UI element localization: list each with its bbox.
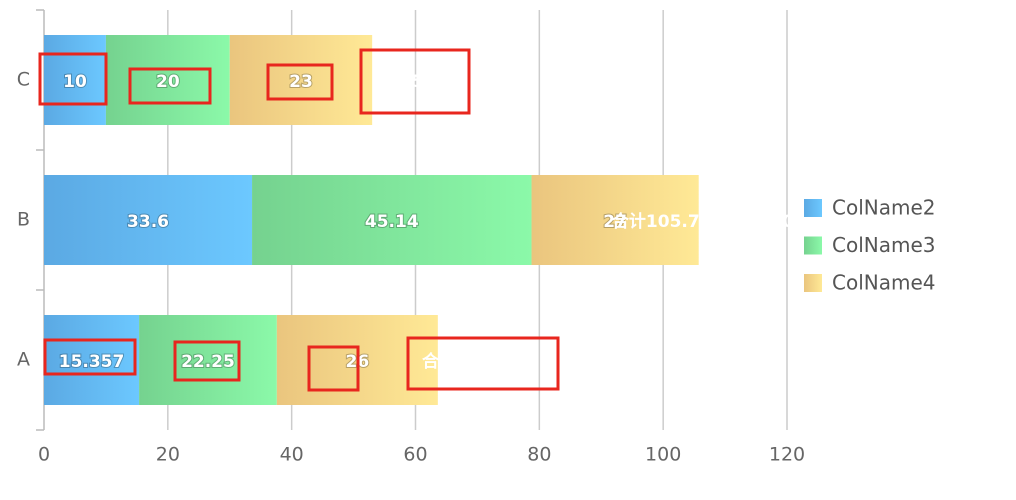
highlight-box: [128, 67, 212, 105]
data-label: 27: [603, 212, 627, 232]
bar-segment: [44, 315, 140, 405]
x-tick-label: 40: [280, 444, 304, 466]
total-label: 合计53: [377, 71, 435, 92]
legend-label: ColName3: [832, 233, 936, 257]
bar-segment: [44, 35, 106, 125]
legend-swatch: [804, 199, 822, 217]
highlight-box: [359, 48, 471, 115]
data-label: 23: [289, 72, 313, 92]
data-label: 20: [156, 72, 180, 92]
legend-swatch: [804, 274, 822, 292]
bar-segment: [229, 35, 373, 125]
bar-segment: [139, 315, 277, 405]
annotations: [38, 48, 560, 392]
highlight-box: [266, 63, 334, 101]
x-tick-label: 120: [769, 444, 805, 466]
highlight-box: [307, 345, 360, 392]
x-tick-label: 60: [403, 444, 427, 466]
y-tick-label: B: [17, 209, 30, 231]
x-tick-label: 80: [527, 444, 551, 466]
data-label: 22.25: [181, 352, 235, 372]
legend-label: ColName2: [832, 196, 936, 220]
x-tick-label: 0: [38, 444, 50, 466]
legend: ColName2 ColName3 ColName4: [804, 196, 936, 295]
highlight-box: [38, 52, 108, 106]
legend-swatch: [804, 236, 822, 255]
data-label: 33.6: [127, 212, 169, 232]
bar-segment: [531, 175, 699, 265]
total-label: 合计63.607: [422, 351, 522, 372]
bar-segment: [44, 175, 253, 265]
x-tick-label: 20: [156, 444, 180, 466]
data-label: 45.14: [365, 212, 419, 232]
highlight-box: [173, 340, 241, 382]
total-label: 合计105.74000000000001: [612, 211, 854, 232]
bars: [44, 35, 699, 405]
legend-label: ColName4: [832, 271, 936, 295]
data-label: 10: [63, 72, 87, 92]
y-tick-label: A: [17, 349, 30, 371]
highlight-box: [43, 338, 137, 376]
data-label: 15.357: [59, 352, 125, 372]
y-tick-label: C: [17, 69, 30, 91]
x-tick-label: 100: [645, 444, 681, 466]
highlight-box: [406, 336, 560, 391]
bar-segment: [252, 175, 532, 265]
